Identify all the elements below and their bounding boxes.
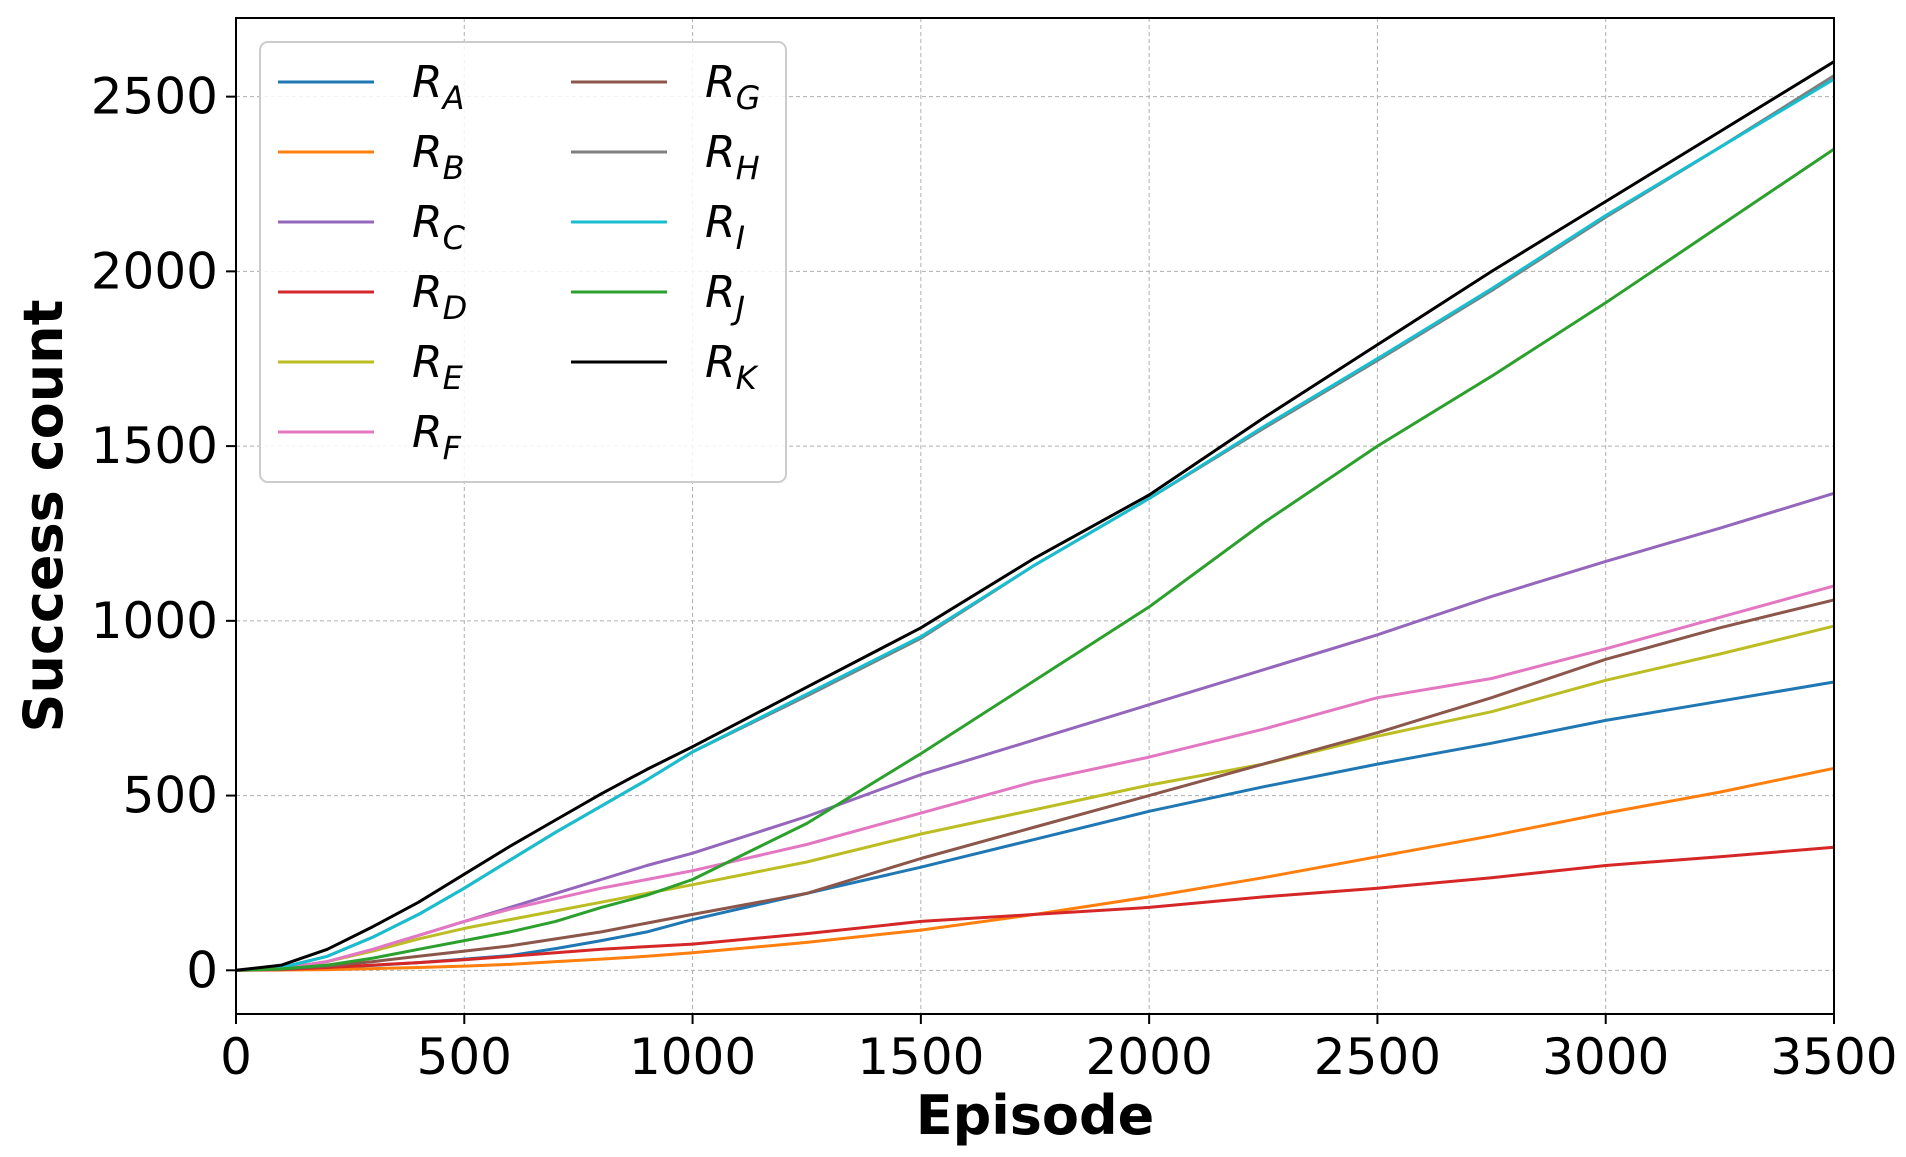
x-tick-label: 500 (417, 1028, 512, 1086)
legend-box (259, 41, 787, 483)
x-axis-title: Episode (916, 1084, 1155, 1147)
series-line-r-k (235, 60, 1835, 972)
y-tick-label: 1000 (91, 592, 218, 650)
y-tick-label: 1500 (91, 417, 218, 475)
legend-label: RK (705, 337, 760, 397)
series-line-r-g (235, 598, 1835, 972)
x-tick-label: 1500 (857, 1028, 984, 1086)
y-tick-label: 0 (186, 941, 218, 999)
x-tick-label: 1000 (629, 1028, 756, 1086)
series-line-r-j (235, 147, 1835, 972)
x-tick-label: 3000 (1542, 1028, 1669, 1086)
legend-label: RG (705, 57, 760, 117)
y-tick-label: 500 (123, 767, 218, 825)
series-line-r-f (235, 584, 1835, 972)
series-line-r-d (235, 845, 1835, 972)
y-tick-label: 2500 (91, 68, 218, 126)
series-lines (235, 60, 1835, 972)
x-tick-label: 3500 (1770, 1028, 1897, 1086)
legend-label: RF (412, 407, 462, 467)
series-line-r-e (235, 624, 1835, 972)
x-tick-label: 2500 (1314, 1028, 1441, 1086)
y-axis-title: Success count (12, 300, 75, 733)
series-line-r-i (235, 77, 1835, 972)
plot-frame (235, 17, 1835, 1015)
y-tick-label: 2000 (91, 242, 218, 300)
legend-label: RD (412, 267, 467, 327)
x-tick-label: 2000 (1086, 1028, 1213, 1086)
legend-label: RA (412, 57, 464, 117)
x-tick-label: 0 (220, 1028, 252, 1086)
series-line-r-b (235, 766, 1835, 972)
axis-ticks: 0 500 1000 1500 2000 2500 3000 3500 0 500 1000 1500… (91, 68, 1898, 1086)
